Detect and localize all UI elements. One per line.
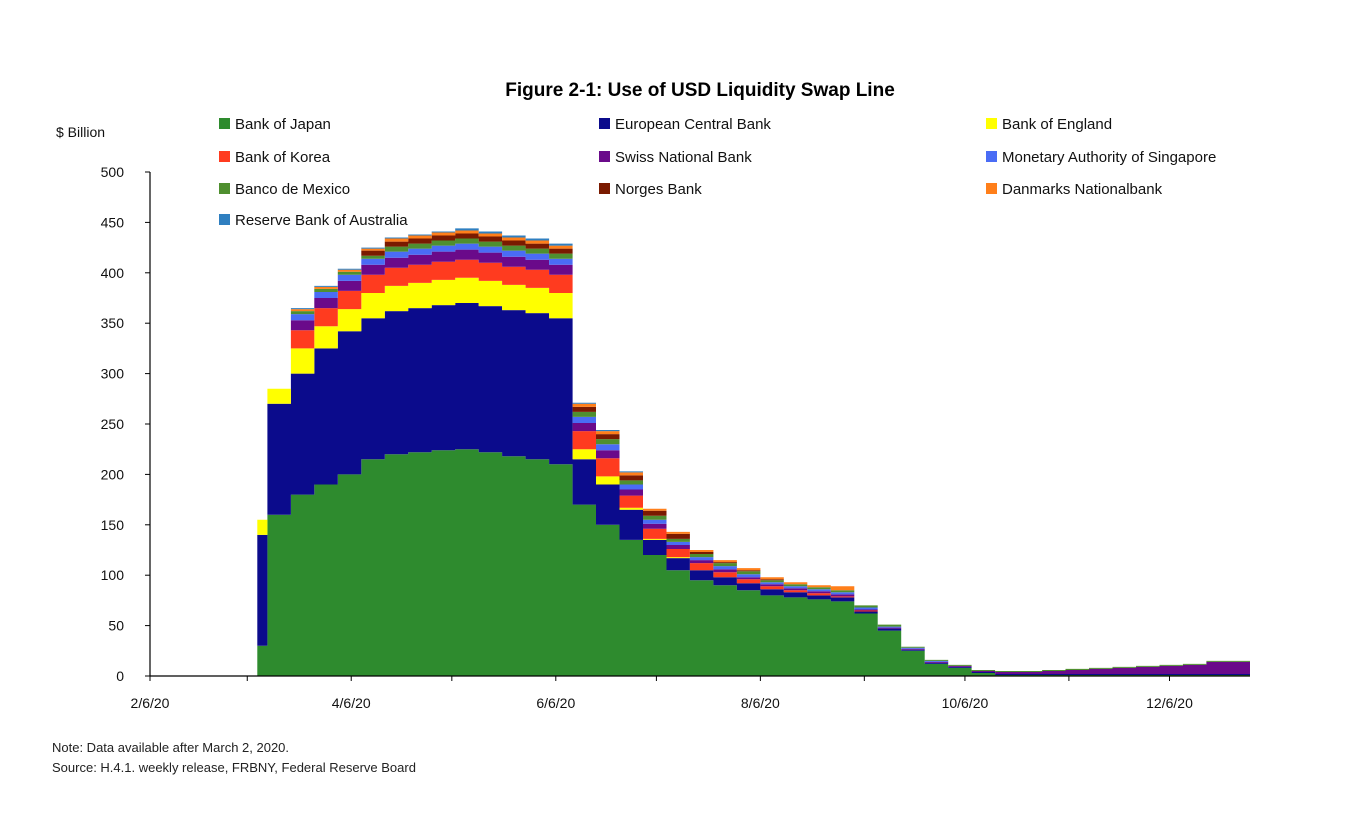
y-tick-label: 150 — [101, 517, 125, 533]
x-tick-label: 4/6/20 — [332, 695, 371, 711]
x-tick-label: 8/6/20 — [741, 695, 780, 711]
legend-swatch — [986, 118, 997, 129]
legend-label: Bank of England — [1002, 116, 1112, 133]
y-tick-label: 300 — [101, 366, 125, 382]
legend-swatch — [599, 151, 610, 162]
legend-label: Swiss National Bank — [615, 149, 752, 166]
legend-swatch — [219, 118, 230, 129]
area-series-group — [257, 228, 1254, 676]
y-tick-label: 350 — [101, 315, 125, 331]
y-tick-label: 100 — [101, 567, 125, 583]
legend-label: Monetary Authority of Singapore — [1002, 149, 1216, 166]
area-series-bank-of-japan — [257, 449, 1254, 676]
y-tick-label: 250 — [101, 416, 125, 432]
source-text: Source: H.4.1. weekly release, FRBNY, Fe… — [52, 760, 416, 775]
legend-label: Reserve Bank of Australia — [235, 212, 408, 229]
area-series-bank-of-korea — [257, 259, 1254, 674]
legend-label: Bank of Korea — [235, 149, 331, 166]
legend-label: Bank of Japan — [235, 116, 331, 133]
y-tick-label: 500 — [101, 164, 125, 180]
x-tick-label: 2/6/20 — [131, 695, 170, 711]
note-text: Note: Data available after March 2, 2020… — [52, 740, 290, 755]
legend-swatch — [599, 118, 610, 129]
y-tick-label: 50 — [108, 618, 124, 634]
y-tick-label: 0 — [116, 668, 124, 684]
chart-title: Figure 2-1: Use of USD Liquidity Swap Li… — [505, 80, 895, 101]
x-tick-label: 10/6/20 — [942, 695, 989, 711]
legend-swatch — [219, 151, 230, 162]
axes-group: 0 50 100 150 200 250 300 350 400 450 500 2/6/20 4/6/… — [101, 164, 1250, 711]
y-tick-label: 200 — [101, 466, 125, 482]
legend-swatch — [986, 151, 997, 162]
x-tick-label: 12/6/20 — [1146, 695, 1193, 711]
legend: Bank of Japan European Central Bank Bank o… — [219, 116, 1216, 229]
notes: Note: Data available after March 2, 2020… — [52, 738, 416, 778]
area-series-bank-of-england — [257, 277, 1254, 674]
legend-swatch — [986, 183, 997, 194]
legend-label: Banco de Mexico — [235, 181, 350, 198]
legend-label: Danmarks Nationalbank — [1002, 181, 1163, 198]
legend-label: European Central Bank — [615, 116, 771, 133]
x-tick-label: 6/6/20 — [536, 695, 575, 711]
legend-swatch — [219, 183, 230, 194]
y-tick-label: 450 — [101, 214, 125, 230]
y-axis-label: $ Billion — [56, 124, 105, 140]
y-tick-label: 400 — [101, 265, 125, 281]
area-series-european-central-bank — [257, 303, 1254, 675]
legend-swatch — [599, 183, 610, 194]
legend-label: Norges Bank — [615, 181, 702, 198]
legend-swatch — [219, 214, 230, 225]
